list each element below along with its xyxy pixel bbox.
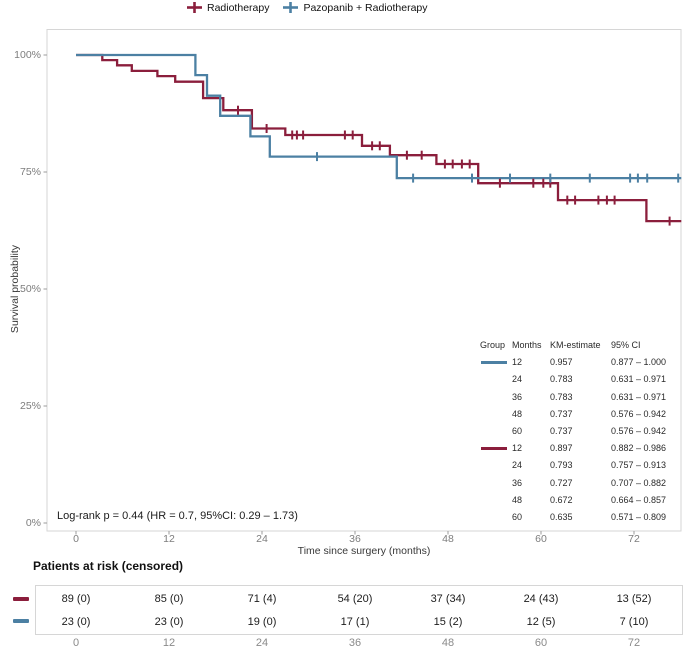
x-tick-label: 48 [442, 533, 454, 545]
km-table-row: 36 0.727 0.707 – 0.882 [480, 475, 682, 492]
km-table-cell: 0.576 – 0.942 [611, 408, 667, 419]
group-line-swatch [481, 447, 507, 451]
km-table-cell: 0.757 – 0.913 [611, 460, 667, 471]
km-table-cell: 0.727 [550, 477, 573, 488]
km-table-cell: 0.664 – 0.857 [611, 494, 667, 505]
km-table-cell: 0.897 [550, 443, 573, 454]
km-table-cell: 0.783 [550, 374, 573, 385]
km-table-header-row: Group Months KM-estimate 95% CI [480, 337, 682, 354]
group-line-swatch [481, 361, 507, 365]
km-table-header: 95% CI [611, 340, 641, 350]
km-table-cell: 0.737 [550, 408, 573, 419]
km-table-row: 24 0.783 0.631 – 0.971 [480, 371, 682, 388]
risk-value: 89 (0) [61, 593, 91, 605]
legend-item-radiotherapy: Radiotherapy [186, 1, 269, 14]
km-table-cell: 0.793 [550, 460, 573, 471]
risk-value: 54 (20) [337, 593, 373, 605]
risk-axis-label: 36 [348, 637, 362, 649]
km-table-header: Group [480, 340, 506, 350]
risk-group-marker-radiotherapy [13, 597, 29, 601]
km-table-cell: 0.631 – 0.971 [611, 374, 667, 385]
y-tick-label: 100% [14, 48, 41, 61]
risk-axis-label: 12 [162, 637, 176, 649]
km-table-cell: 24 [512, 460, 523, 471]
km-table-row: 48 0.672 0.664 – 0.857 [480, 492, 682, 509]
risk-value: 37 (34) [430, 593, 466, 605]
legend-label-radiotherapy: Radiotherapy [207, 1, 270, 14]
risk-value: 71 (4) [247, 593, 277, 605]
y-tick-label: 75% [19, 165, 41, 178]
km-table-cell: 60 [512, 512, 523, 522]
legend-item-pazopanib-radiotherapy: Pazopanib + Radiotherapy [282, 1, 428, 14]
legend-label-pazopanib: Pazopanib + Radiotherapy [303, 1, 428, 14]
survival-curve-radiotherapy [76, 53, 682, 223]
km-table-header: KM-estimate [550, 340, 601, 350]
survival-curve-pazopanib-radiotherapy [76, 53, 682, 180]
km-table-cell: 36 [512, 477, 523, 488]
x-tick-label: 12 [163, 533, 175, 545]
km-table-cell: 60 [512, 426, 523, 436]
risk-axis-label: 24 [255, 637, 269, 649]
km-table-cell: 0.882 – 0.986 [611, 443, 667, 454]
km-table-cell: 0.672 [550, 494, 573, 505]
km-table-row: 36 0.783 0.631 – 0.971 [480, 389, 682, 406]
km-table-cell: 0.707 – 0.882 [611, 477, 667, 488]
km-table-row: 48 0.737 0.576 – 0.942 [480, 406, 682, 423]
km-table-cell: 48 [512, 408, 523, 419]
km-table-cell: 12 [512, 357, 523, 368]
km-table-cell: 0.631 – 0.971 [611, 391, 667, 402]
risk-value: 15 (2) [433, 616, 463, 628]
risk-axis-label: 72 [627, 637, 641, 649]
y-tick-label: 0% [25, 516, 41, 529]
y-tick-label: 50% [19, 282, 41, 295]
x-axis-title: Time since surgery (months) [297, 545, 431, 557]
risk-value: 24 (43) [523, 593, 559, 605]
risk-value: 23 (0) [154, 616, 184, 628]
risk-value: 19 (0) [247, 616, 277, 628]
km-table-cell: 48 [512, 494, 523, 505]
risk-axis-label: 60 [534, 637, 548, 649]
logrank-annotation: Log-rank p = 0.44 (HR = 0.7, 95%CI: 0.29… [57, 510, 298, 522]
y-tick-label: 25% [19, 399, 41, 412]
plus-marker-icon [283, 2, 299, 13]
km-table-row: 12 0.957 0.877 – 1.000 [480, 354, 682, 371]
km-table-cell: 0.576 – 0.942 [611, 426, 667, 436]
x-tick-label: 0 [73, 533, 79, 545]
risk-value: 23 (0) [61, 616, 91, 628]
risk-value: 12 (5) [526, 616, 556, 628]
legend: Radiotherapy Pazopanib + Radiotherapy [186, 1, 428, 14]
x-tick-label: 36 [349, 533, 361, 545]
x-tick-label: 60 [535, 533, 547, 545]
km-table-row: 60 0.737 0.576 – 0.942 [480, 423, 682, 440]
risk-axis-label: 0 [72, 637, 80, 649]
km-table-cell: 0.635 [550, 512, 573, 522]
km-table-row: 12 0.897 0.882 – 0.986 [480, 440, 682, 457]
km-table-row: 24 0.793 0.757 – 0.913 [480, 457, 682, 474]
km-table-cell: 0.571 – 0.809 [611, 512, 667, 522]
km-table-cell: 0.957 [550, 357, 573, 368]
risk-group-marker-pazopanib-radiotherapy [13, 619, 29, 623]
risk-table-title: Patients at risk (censored) [33, 559, 184, 573]
plot-panel [46, 29, 682, 532]
risk-axis-label: 48 [441, 637, 455, 649]
km-table-cell: 12 [512, 443, 523, 454]
km-table-cell: 0.877 – 1.000 [611, 357, 667, 368]
km-table-cell: 24 [512, 374, 523, 385]
km-table-cell: 0.783 [550, 391, 573, 402]
risk-value: 13 (52) [616, 593, 652, 605]
risk-value: 7 (10) [619, 616, 649, 628]
risk-value: 17 (1) [340, 616, 370, 628]
x-tick-label: 24 [256, 533, 268, 545]
risk-value: 85 (0) [154, 593, 184, 605]
x-tick-label: 72 [628, 533, 640, 545]
km-table-row: 60 0.635 0.571 – 0.809 [480, 509, 682, 526]
plus-marker-icon [187, 2, 202, 13]
risk-table-box [35, 585, 683, 635]
km-table-cell: 0.737 [550, 426, 573, 436]
km-table-header: Months [512, 340, 542, 350]
km-table-cell: 36 [512, 391, 523, 402]
